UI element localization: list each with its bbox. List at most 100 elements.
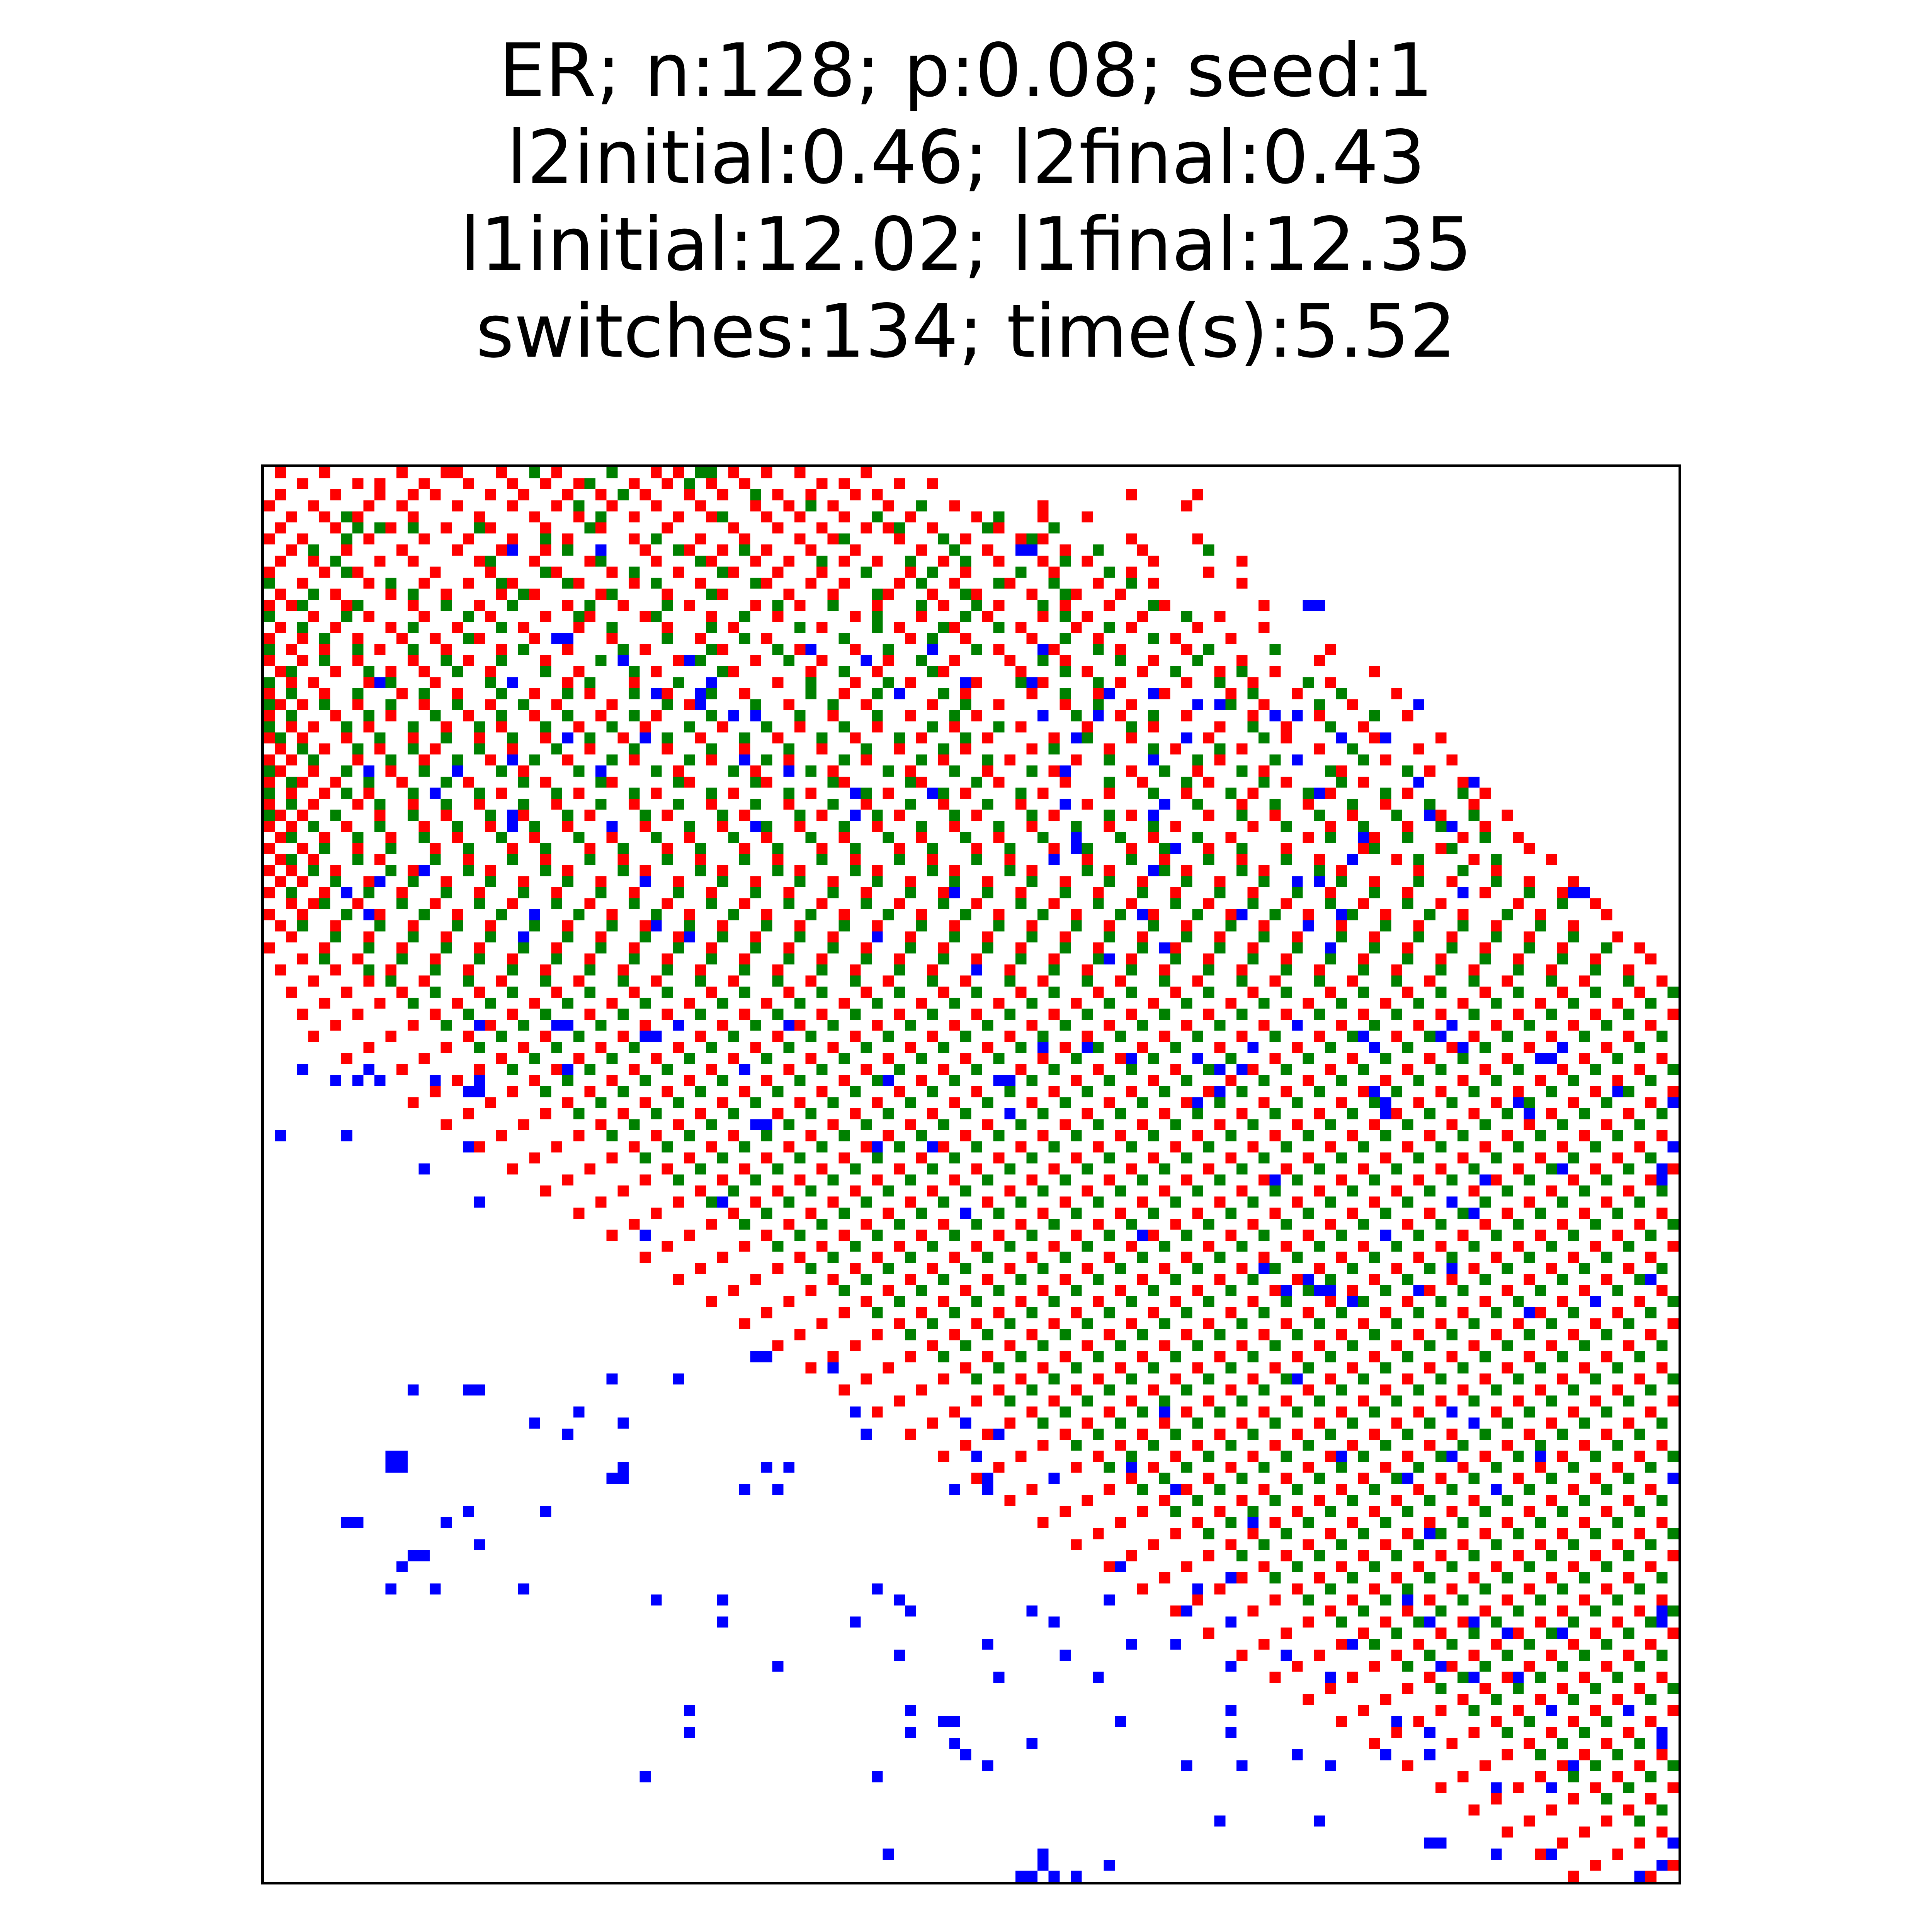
matrix-cell-red [1170,1296,1181,1307]
matrix-cell-green [1502,1495,1513,1506]
matrix-cell-green [750,887,762,898]
matrix-cell-red [960,1362,971,1374]
matrix-cell-green [1490,1384,1502,1396]
matrix-cell-green [861,953,872,965]
matrix-cell-red [639,1252,651,1263]
matrix-cell-green [540,1009,551,1020]
matrix-cell-green [1402,1506,1413,1517]
matrix-cell-green [584,522,596,534]
matrix-cell-red [1060,1196,1071,1208]
matrix-cell-red [374,997,386,1009]
matrix-cell-green [385,754,397,766]
matrix-cell-red [949,865,960,876]
matrix-cell-green [849,843,861,854]
matrix-cell-green [1645,1307,1656,1318]
matrix-cell-red [496,1130,507,1141]
matrix-cell-green [595,942,607,954]
matrix-cell-red [595,1196,607,1208]
matrix-cell-red [264,909,275,920]
matrix-cell-red [971,1009,983,1020]
matrix-cell-green [617,1086,629,1097]
matrix-cell-red [507,1086,518,1097]
matrix-cell-red [452,544,463,556]
matrix-cell-red [1546,1185,1557,1197]
matrix-cell-green [1457,1208,1469,1219]
matrix-cell-red [275,467,286,478]
matrix-cell-green [529,920,541,932]
matrix-cell-red [662,1241,673,1252]
matrix-cell-red [993,555,1005,567]
matrix-cell-green [1656,1650,1668,1661]
matrix-cell-red [1347,1208,1358,1219]
matrix-cell-green [1281,854,1292,865]
matrix-cell-red [849,964,861,976]
matrix-cell-red [794,1020,806,1031]
matrix-cell-red [805,1208,817,1219]
matrix-cell-red [1601,1196,1612,1208]
matrix-cell-red [872,1252,883,1263]
matrix-cell-green [1037,600,1049,611]
matrix-cell-green [1468,1395,1480,1407]
matrix-cell-green [1325,721,1336,733]
matrix-cell-red [1115,710,1126,721]
matrix-cell-green [1512,1451,1524,1462]
matrix-cell-green [1623,1318,1634,1329]
matrix-cell-red [1480,787,1491,799]
matrix-cell-green [1502,909,1513,920]
matrix-cell-green [1535,1672,1546,1683]
matrix-cell-red [595,931,607,942]
matrix-cell-blue [1082,1042,1093,1053]
matrix-cell-red [396,544,408,556]
matrix-cell-green [1656,1804,1668,1816]
matrix-cell-red [1634,1218,1646,1230]
matrix-cell-red [1060,544,1071,556]
matrix-cell-green [927,721,938,733]
matrix-cell-red [982,876,993,887]
matrix-cell-red [1026,1097,1038,1108]
matrix-cell-green [1259,732,1270,744]
matrix-cell-green [1369,1174,1380,1186]
matrix-cell-red [894,898,905,910]
matrix-cell-blue [750,710,762,721]
matrix-cell-red [1170,986,1181,998]
matrix-cell-green [927,666,938,677]
matrix-cell-red [1612,931,1623,942]
matrix-cell-red [805,1130,817,1141]
matrix-cell-blue [1303,1274,1314,1285]
matrix-cell-blue [529,909,541,920]
matrix-cell-green [772,1163,784,1175]
matrix-cell-green [1303,1053,1314,1064]
matrix-cell-red [1590,1395,1601,1407]
matrix-cell-green [1259,1307,1270,1318]
matrix-cell-green [1181,1152,1192,1163]
matrix-cell-green [1424,799,1435,810]
matrix-cell-green [319,655,330,666]
matrix-cell-green [927,1318,938,1329]
matrix-cell-red [772,732,784,744]
matrix-cell-green [1502,1263,1513,1274]
matrix-cell-blue [849,810,861,821]
matrix-cell-green [993,920,1005,932]
matrix-cell-red [452,688,463,699]
matrix-cell-red [684,776,695,788]
matrix-cell-red [1259,1484,1270,1495]
matrix-cell-green [1435,1528,1447,1539]
matrix-cell-red [1082,721,1093,733]
matrix-cell-red [1269,1362,1281,1374]
matrix-cell-red [1247,1064,1259,1075]
matrix-cell-green [1281,1218,1292,1230]
matrix-cell-red [1236,578,1248,589]
matrix-cell-green [1402,1119,1413,1131]
matrix-cell-red [695,500,706,512]
matrix-cell-green [496,578,507,589]
matrix-cell-red [1579,1517,1590,1528]
matrix-cell-green [1656,1185,1668,1197]
matrix-cell-green [352,600,364,611]
matrix-cell-red [905,931,916,942]
matrix-cell-green [1159,865,1170,876]
matrix-cell-green [838,920,850,932]
matrix-cell-red [385,588,397,600]
matrix-cell-red [1512,1705,1524,1716]
matrix-cell-green [1303,1362,1314,1374]
matrix-cell-red [960,787,971,799]
